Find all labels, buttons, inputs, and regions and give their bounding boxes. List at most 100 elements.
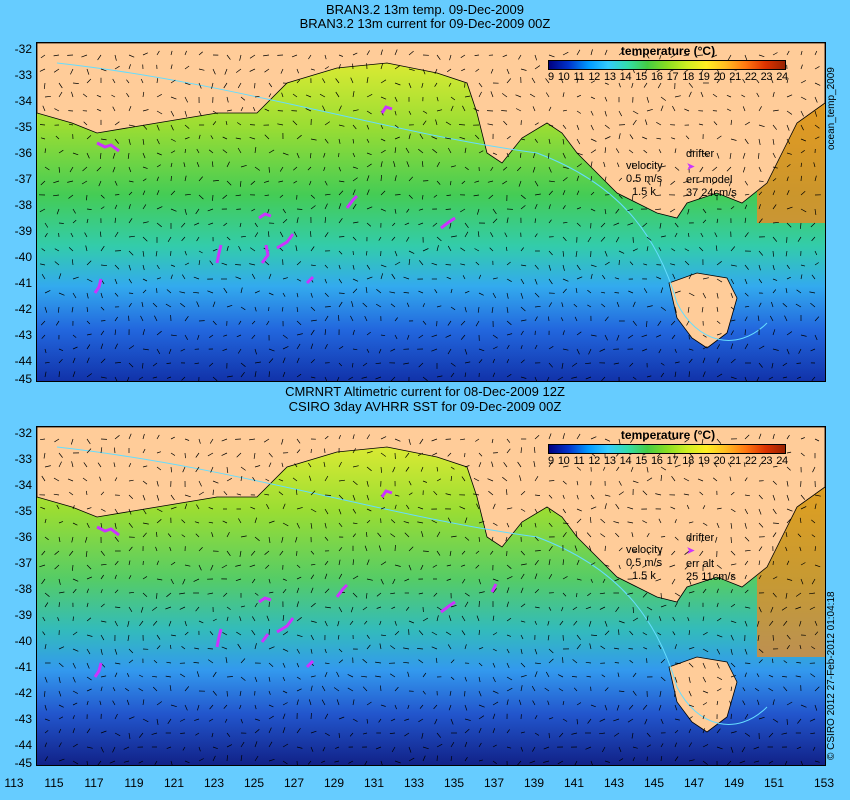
- current-arrow: [236, 334, 242, 338]
- current-arrow: [727, 462, 732, 468]
- current-arrow: [211, 532, 214, 538]
- current-arrow: [646, 246, 649, 252]
- current-arrow: [562, 221, 568, 224]
- current-arrow: [674, 676, 678, 683]
- current-arrow: [464, 348, 468, 355]
- current-arrow: [142, 576, 148, 580]
- current-arrow: [58, 358, 63, 364]
- current-arrow: [670, 320, 676, 326]
- current-arrow: [786, 94, 793, 98]
- current-arrow: [418, 334, 424, 339]
- current-arrow: [587, 592, 592, 597]
- current-arrow: [114, 316, 118, 322]
- current-arrow: [352, 52, 358, 56]
- current-arrow: [156, 93, 162, 98]
- current-arrow: [352, 288, 358, 294]
- current-arrow: [573, 303, 578, 308]
- current-arrow: [604, 316, 609, 322]
- current-arrow: [531, 77, 536, 84]
- current-arrow: [744, 434, 750, 440]
- current-arrow: [520, 376, 527, 379]
- current-arrow: [265, 478, 270, 482]
- current-arrow: [224, 68, 228, 75]
- current-arrow: [548, 264, 552, 271]
- current-arrow: [618, 620, 625, 624]
- current-arrow: [431, 438, 438, 442]
- current-arrow: [54, 564, 60, 570]
- current-arrow: [366, 264, 371, 270]
- current-arrow: [660, 743, 664, 748]
- current-arrow: [170, 561, 176, 566]
- current-arrow: [506, 587, 510, 594]
- current-arrow: [296, 648, 300, 654]
- current-arrow: [296, 662, 300, 668]
- current-arrow: [268, 727, 272, 734]
- current-arrow: [404, 222, 410, 226]
- lat-label: -44: [14, 738, 32, 752]
- current-arrow: [254, 741, 258, 748]
- current-arrow: [590, 191, 595, 196]
- current-arrow: [576, 508, 582, 512]
- current-arrow: [296, 449, 301, 454]
- current-arrow: [532, 746, 536, 752]
- current-arrow: [770, 606, 774, 613]
- lon-label: 149: [723, 776, 745, 790]
- current-arrow: [701, 306, 704, 313]
- current-arrow: [786, 152, 792, 155]
- current-arrow: [352, 91, 355, 98]
- current-arrow: [394, 124, 399, 129]
- current-arrow: [534, 476, 539, 482]
- current-arrow: [72, 292, 77, 299]
- lat-label: -32: [14, 426, 32, 440]
- current-arrow: [184, 564, 191, 567]
- current-arrow: [688, 536, 690, 543]
- current-arrow: [768, 674, 774, 678]
- current-arrow: [366, 77, 369, 84]
- current-arrow: [281, 438, 284, 445]
- current-arrow: [222, 632, 228, 636]
- current-arrow: [699, 550, 704, 557]
- current-arrow: [698, 123, 704, 126]
- current-arrow: [520, 205, 526, 210]
- current-arrow: [308, 462, 312, 468]
- current-arrow: [307, 166, 312, 171]
- current-arrow: [712, 93, 718, 98]
- current-arrow: [604, 147, 607, 154]
- current-arrow: [221, 646, 228, 650]
- current-arrow: [324, 264, 329, 269]
- current-arrow: [100, 675, 107, 678]
- current-arrow: [140, 606, 144, 613]
- current-arrow: [166, 362, 172, 364]
- current-arrow: [352, 329, 355, 336]
- current-arrow: [464, 452, 466, 458]
- current-arrow: [604, 704, 608, 711]
- current-arrow: [590, 80, 596, 84]
- current-arrow: [324, 54, 327, 60]
- current-arrow: [226, 466, 229, 473]
- current-arrow: [128, 54, 135, 58]
- current-arrow: [502, 180, 508, 185]
- current-arrow: [473, 477, 480, 482]
- current-arrow: [142, 433, 145, 440]
- current-arrow: [114, 204, 118, 210]
- bottom-title-1: CMRNRT Altimetric current for 08-Dec-200…: [285, 384, 565, 399]
- current-arrow: [170, 264, 176, 267]
- current-arrow: [660, 676, 666, 682]
- current-arrow: [772, 508, 777, 515]
- current-arrow: [814, 564, 821, 568]
- current-arrow: [404, 532, 410, 538]
- current-arrow: [128, 303, 132, 308]
- current-arrow: [42, 631, 46, 636]
- current-arrow: [128, 591, 135, 594]
- current-arrow: [814, 704, 818, 711]
- current-arrow: [296, 438, 301, 444]
- current-arrow: [68, 194, 74, 199]
- current-arrow: [742, 166, 746, 173]
- current-arrow: [165, 303, 172, 308]
- current-arrow: [338, 278, 343, 284]
- current-arrow: [142, 152, 146, 159]
- current-arrow: [221, 564, 228, 569]
- current-arrow: [492, 760, 497, 764]
- current-arrow: [576, 138, 581, 145]
- current-arrow: [506, 278, 512, 283]
